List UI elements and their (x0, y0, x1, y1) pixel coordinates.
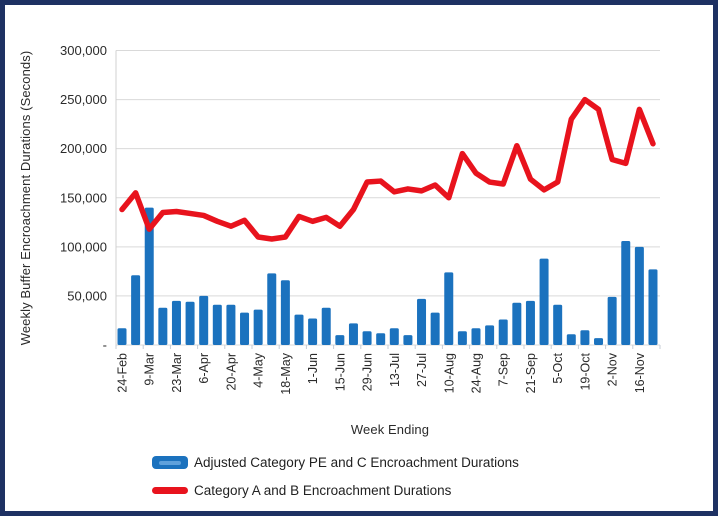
x-tick-label: 15-Jun (333, 353, 347, 391)
bar-12-Oct (566, 334, 576, 345)
bar-9-Nov (621, 240, 631, 345)
bar-23-Nov (648, 269, 658, 345)
bar-28-Sep (539, 258, 549, 345)
bar-16-Mar (158, 307, 168, 345)
bar-20-Jul (403, 335, 413, 345)
bar-4-May (253, 309, 263, 345)
bar-15-Jun (335, 335, 345, 345)
chart-plot: - 50,000 100,000 150,000 200,000 250,000 300,0… (60, 43, 661, 395)
bar-26-Oct (594, 338, 604, 345)
x-tick-label: 21-Sep (524, 353, 538, 393)
x-tick-label: 7-Sep (497, 353, 511, 386)
bar-2-Mar (131, 275, 141, 345)
x-tick-label: 6-Apr (197, 353, 211, 384)
x-tick-label: 9-Mar (143, 353, 157, 386)
x-tick-label: 29-Jun (361, 353, 375, 391)
y-tick-label: - (103, 338, 107, 353)
x-tick-label: 2-Nov (606, 352, 620, 386)
x-tick-label: 27-Jul (415, 353, 429, 387)
y-tick-label: 150,000 (60, 190, 107, 205)
y-tick-label: 50,000 (67, 288, 107, 303)
x-tick-label: 1-Jun (306, 353, 320, 384)
x-tick-label: 10-Aug (442, 353, 456, 393)
bar-9-Mar (144, 207, 154, 345)
bar-23-Mar (171, 300, 181, 345)
bar-30-Mar (185, 301, 195, 345)
bar-27-Apr (240, 312, 250, 345)
bar-19-Oct (580, 330, 590, 345)
bar-31-Aug (485, 325, 495, 345)
x-tick-label: 24-Aug (469, 353, 483, 393)
legend: Adjusted Category PE and C Encroachment … (152, 455, 519, 498)
bar-22-Jun (348, 323, 358, 345)
bar-20-Apr (226, 304, 236, 345)
legend-label-line: Category A and B Encroachment Durations (194, 483, 452, 498)
bar-13-Apr (212, 304, 222, 345)
bar-1-Jun (308, 318, 318, 345)
bar-2-Nov (607, 296, 617, 345)
bar-17-Aug (457, 331, 467, 345)
bar-11-May (267, 273, 277, 345)
x-tick-label: 23-Mar (170, 353, 184, 393)
y-axis-title: Weekly Buffer Encroachment Durations (Se… (18, 50, 33, 346)
x-tick-label: 4-May (252, 352, 266, 387)
x-tick-label: 13-Jul (388, 353, 402, 387)
bar-24-Feb (117, 328, 127, 345)
y-tick-label: 300,000 (60, 43, 107, 58)
x-tick-label: 20-Apr (224, 353, 238, 391)
bar-6-Jul (376, 333, 386, 345)
bar-13-Jul (389, 328, 399, 345)
bar-25-May (294, 314, 304, 345)
legend-item-line: Category A and B Encroachment Durations (152, 483, 519, 498)
y-tick-label: 100,000 (60, 239, 107, 254)
bar-8-Jun (321, 307, 331, 345)
x-tick-label: 18-May (279, 352, 293, 394)
bar-27-Jul (417, 298, 427, 345)
bar-3-Aug (430, 312, 440, 345)
bar-7-Sep (498, 319, 508, 345)
bar-29-Jun (362, 331, 372, 345)
bar-21-Sep (525, 300, 535, 345)
bar-18-May (280, 280, 290, 345)
bar-6-Apr (199, 295, 209, 345)
x-tick-label: 19-Oct (578, 352, 592, 390)
bar-series-swatch-dash (159, 460, 181, 465)
bar-10-Aug (444, 272, 454, 345)
bar-5-Oct (553, 304, 563, 345)
x-axis-title: Week Ending (350, 422, 430, 437)
bar-series-swatch (152, 456, 188, 469)
x-tick-label: 5-Oct (551, 352, 565, 383)
y-tick-label: 200,000 (60, 141, 107, 156)
y-tick-label: 250,000 (60, 92, 107, 107)
bar-24-Aug (471, 328, 481, 345)
bar-14-Sep (512, 302, 522, 345)
legend-item-bars: Adjusted Category PE and C Encroachment … (152, 455, 519, 470)
x-tick-label: 16-Nov (633, 352, 647, 393)
bar-16-Nov (634, 246, 644, 345)
line-series (119, 96, 656, 242)
x-tick-label: 24-Feb (116, 353, 130, 393)
legend-label-bars: Adjusted Category PE and C Encroachment … (194, 455, 519, 470)
line-series-swatch (152, 487, 188, 494)
